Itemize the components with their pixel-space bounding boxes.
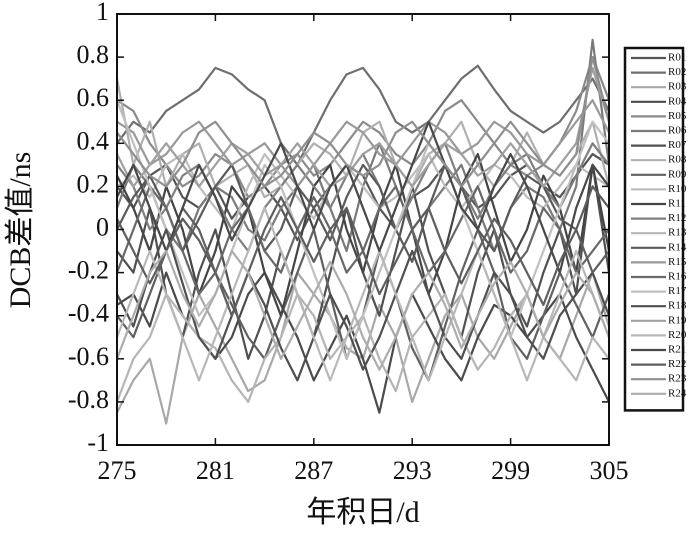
x-tick-label: 293: [393, 456, 432, 485]
series-line: [115, 249, 611, 371]
legend-label: R12: [668, 212, 686, 224]
series-line: [116, 120, 610, 274]
y-tick-label: 0.4: [77, 126, 110, 155]
y-tick-label: -0.2: [68, 256, 109, 285]
legend-label: R04: [668, 95, 687, 107]
legend-label: R23: [668, 373, 687, 385]
legend-label: R19: [668, 314, 687, 326]
series-line: [115, 78, 611, 199]
y-tick-label: -1: [87, 428, 109, 457]
legend-label: R07: [668, 139, 687, 151]
legend-label: R03: [668, 81, 687, 93]
legend-label: R13: [668, 227, 687, 239]
legend-label: R17: [668, 285, 687, 297]
legend-label: R08: [668, 154, 687, 166]
y-tick-label: -0.6: [68, 342, 109, 371]
y-axis-label: DCB差值/ns: [4, 152, 37, 309]
series-line: [116, 196, 610, 317]
x-tick-label: 275: [98, 456, 137, 485]
legend-label: R10: [668, 183, 687, 195]
legend-label: R09: [668, 168, 687, 180]
legend-label: R01: [668, 52, 686, 64]
legend-label: R02: [668, 66, 686, 78]
y-tick-label: -0.4: [68, 299, 109, 328]
x-axis-label: 年积日/d: [306, 496, 419, 529]
legend-label: R14: [668, 241, 687, 253]
legend-label: R22: [668, 358, 686, 370]
y-tick-label: 1: [96, 0, 109, 26]
legend-label: R11: [668, 198, 686, 210]
legend-label: R21: [668, 344, 686, 356]
legend-label: R18: [668, 300, 687, 312]
y-tick-label: 0: [96, 212, 109, 241]
legend-label: R16: [668, 271, 687, 283]
y-tick-label: 0.6: [77, 83, 110, 112]
x-tick-label: 287: [294, 456, 333, 485]
series-line: [116, 228, 611, 382]
series-line: [116, 163, 610, 263]
legend-label: R24: [668, 387, 687, 399]
y-tick-label: 0.8: [77, 40, 110, 69]
y-tick-label: -0.8: [68, 385, 109, 414]
x-tick-label: 281: [196, 456, 235, 485]
series-line: [115, 206, 611, 382]
legend-label: R06: [668, 125, 687, 137]
legend-label: R15: [668, 256, 687, 268]
y-tick-label: 0.2: [77, 169, 110, 198]
series-line: [116, 64, 610, 166]
x-tick-label: 305: [590, 456, 629, 485]
x-tick-label: 299: [491, 456, 530, 485]
series-line: [116, 66, 611, 188]
series-line: [116, 99, 610, 188]
series-line: [116, 56, 611, 188]
legend-label: R20: [668, 329, 687, 341]
legend-label: R05: [668, 110, 687, 122]
